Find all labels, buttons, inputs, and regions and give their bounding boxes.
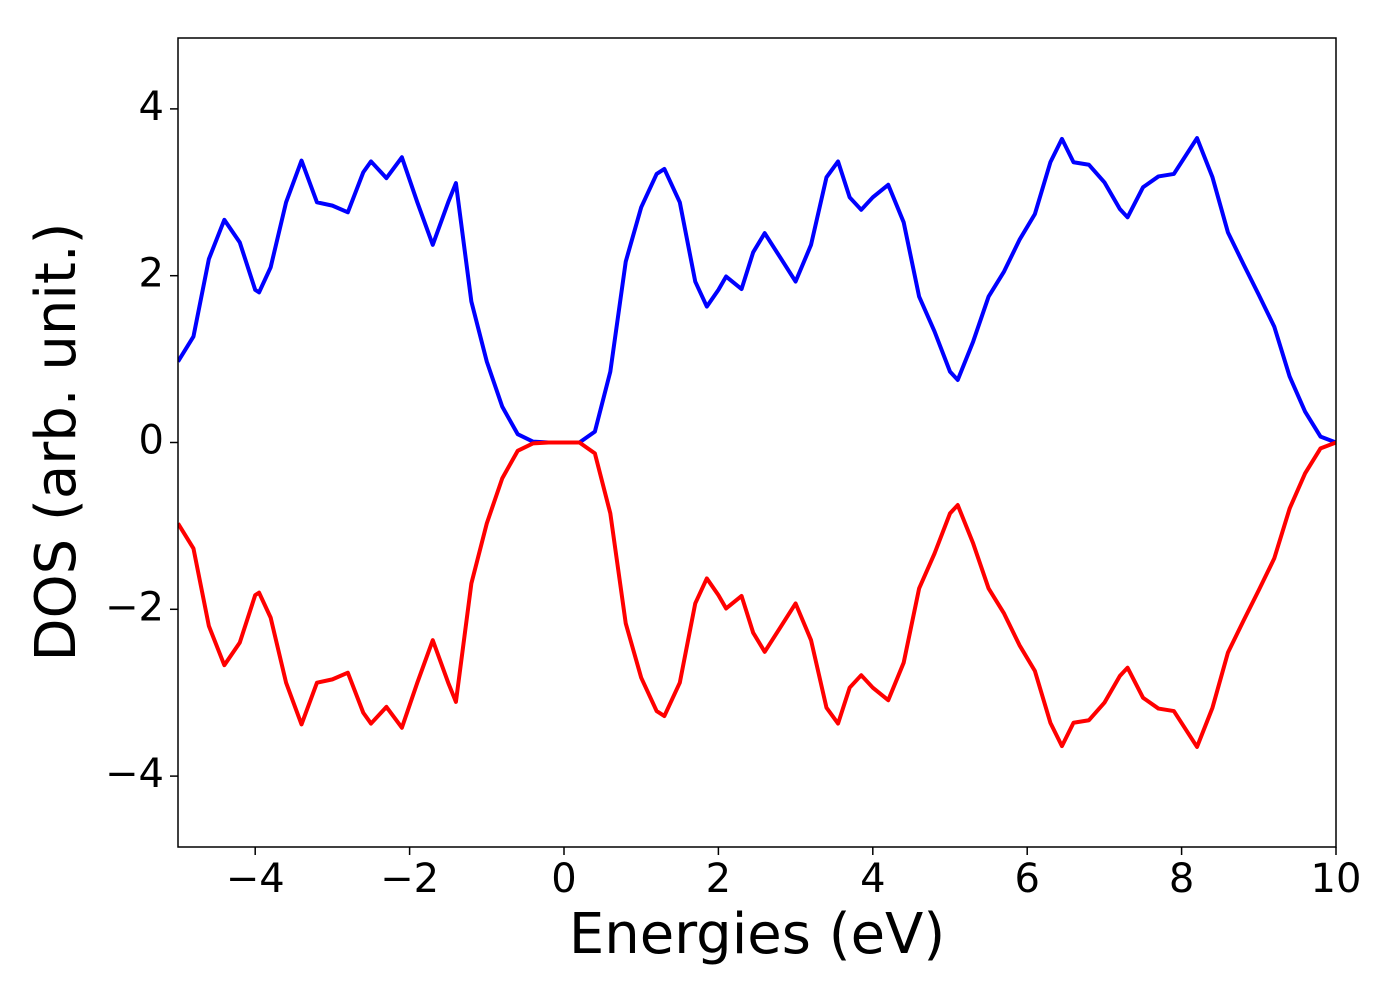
y-axis-label: DOS (arb. unit.) bbox=[24, 222, 89, 661]
y-tick-label: −2 bbox=[105, 584, 164, 630]
line-series bbox=[178, 136, 1336, 445]
plot-frame bbox=[177, 37, 1337, 848]
y-tick-label: 0 bbox=[139, 418, 164, 464]
y-tick-label: 2 bbox=[139, 251, 164, 297]
y-tick-label: −4 bbox=[105, 751, 164, 797]
y-tick-label: 4 bbox=[139, 84, 164, 130]
line-series bbox=[178, 440, 1336, 749]
x-tick-label: 0 bbox=[551, 856, 576, 902]
x-tick-label: 4 bbox=[860, 856, 885, 902]
x-tick-label: 2 bbox=[706, 856, 731, 902]
x-tick-label: 10 bbox=[1311, 856, 1362, 902]
x-tick-label: −2 bbox=[380, 856, 439, 902]
x-tick-label: 6 bbox=[1014, 856, 1039, 902]
x-tick-label: −4 bbox=[226, 856, 285, 902]
x-tick-label: 8 bbox=[1169, 856, 1194, 902]
x-axis-label: Energies (eV) bbox=[569, 902, 945, 967]
